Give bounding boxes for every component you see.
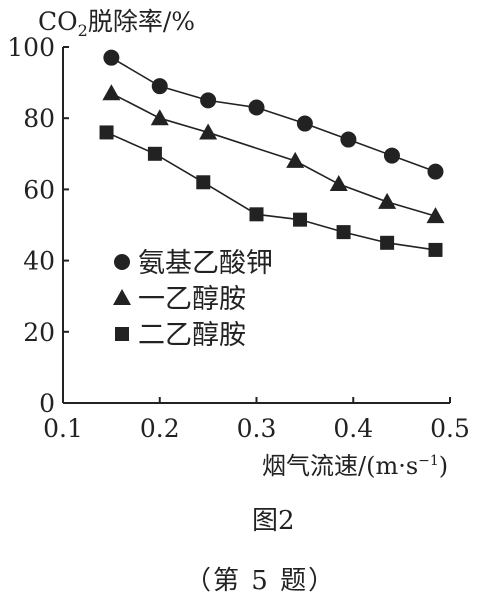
x-tick-label: 0.5 [430,414,470,443]
data-point-triangle [150,109,169,126]
y-tick-label: 40 [23,247,55,276]
x-tick-label: 0.3 [237,414,277,443]
data-point-square [147,146,162,161]
legend-label: 一乙醇胺 [138,284,246,315]
data-point-circle [151,78,168,95]
y-axis-label: CO2脱除率/% [38,7,195,40]
legend-marker-circle [114,254,130,270]
legend-label: 二乙醇胺 [138,320,246,351]
ticks: 0 20 40 60 80 100 0.1 0.2 0.3 0.4 0.5 [7,33,470,443]
data-point-triangle [329,175,348,192]
data-point-square [428,242,443,257]
data-point-circle [200,92,217,109]
data-point-square [99,125,114,140]
series-group [99,49,445,257]
series-line-square [106,131,436,251]
data-point-triangle [378,192,397,209]
x-tick-label: 0.1 [43,414,83,443]
y-tick-label: 80 [23,104,55,133]
data-point-square [293,212,308,227]
question-number: （第 5 题） [185,566,337,596]
data-point-triangle [426,207,445,224]
y-tick-label: 60 [23,175,55,204]
legend-marker-square [115,327,129,341]
x-tick-label: 0.4 [333,414,373,443]
data-point-circle [296,115,313,132]
data-point-square [380,235,395,250]
x-axis-label: 烟气流速/(m·s−1) [262,452,449,480]
data-point-circle [383,147,400,164]
data-point-circle [248,99,265,116]
data-point-square [249,207,264,222]
y-tick-label: 20 [23,318,55,347]
figure-caption: 图2 [252,506,295,536]
legend-label: 氨基乙酸钾 [138,248,273,279]
data-point-triangle [199,123,218,140]
data-point-circle [103,49,120,66]
data-point-square [336,225,351,240]
y-tick-label: 100 [7,33,55,62]
data-point-square [196,175,211,190]
data-point-triangle [102,84,121,101]
y-tick-label: 0 [39,389,55,418]
legend-marker-triangle [113,289,131,305]
data-point-triangle [286,151,305,168]
x-tick-label: 0.2 [140,414,180,443]
data-point-circle [427,163,444,180]
data-point-circle [340,131,357,148]
